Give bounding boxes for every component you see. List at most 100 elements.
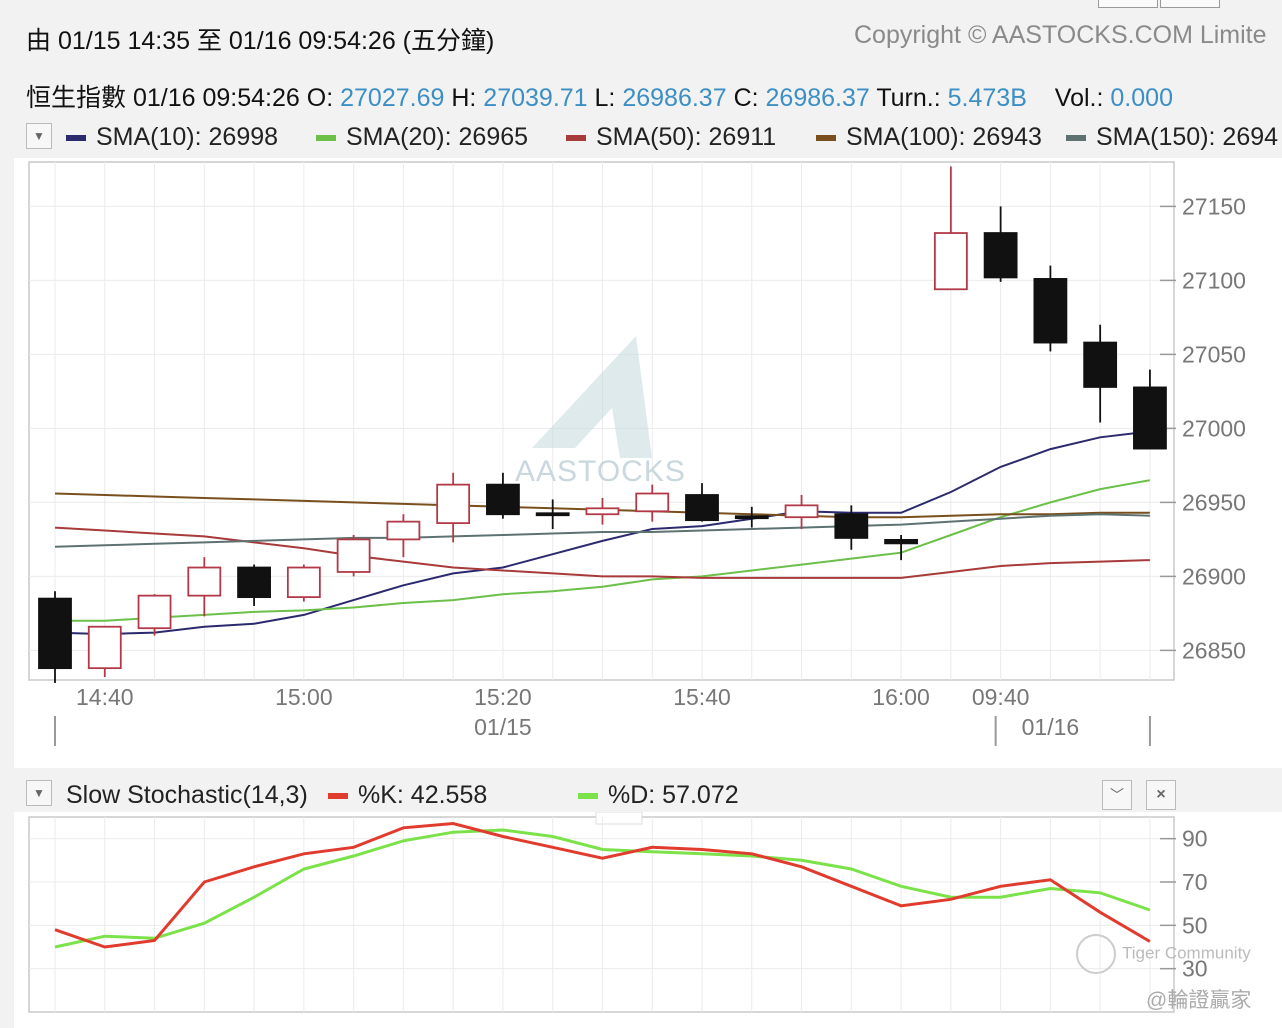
sma50-swatch <box>566 135 586 142</box>
candle-body <box>834 513 869 539</box>
sma150-legend: SMA(150): 2694 <box>1066 123 1282 152</box>
date-range-label: 由 01/15 14:35 至 01/16 09:54:26 (五分鐘) <box>26 27 495 55</box>
author-handle: @輪證贏家 <box>1146 989 1252 1012</box>
top-button-left[interactable] <box>1098 0 1158 8</box>
candle <box>834 505 869 550</box>
candle-body <box>486 483 520 516</box>
index-name: 恒生指數 <box>26 84 127 112</box>
candle <box>585 497 620 525</box>
candle <box>87 625 122 678</box>
candle-body <box>1133 386 1167 450</box>
sma50-legend: SMA(50): 26911 <box>566 123 776 152</box>
candle-body <box>286 566 321 599</box>
candle <box>237 564 271 606</box>
stochastic-title: Slow Stochastic(14,3) <box>66 781 308 809</box>
candle-body <box>734 515 769 520</box>
candle <box>137 594 172 636</box>
top-button-right[interactable] <box>1160 0 1220 8</box>
close-stochastic-button[interactable]: × <box>1146 780 1176 810</box>
watermark-mark <box>532 336 652 458</box>
candle-body <box>87 625 122 670</box>
d-line <box>54 828 1151 949</box>
quote-timestamp: 01/16 09:54:26 <box>132 84 300 112</box>
candle-body <box>1033 278 1068 344</box>
y-tick-label: 26900 <box>1182 563 1246 589</box>
candle <box>983 206 1018 282</box>
watermark-text: AASTOCKS <box>515 455 686 488</box>
candle <box>933 166 968 291</box>
date-label: 01/16 <box>1022 714 1080 740</box>
y-tick-label: 26950 <box>1182 489 1246 515</box>
low-value: 26986.37 <box>622 84 727 112</box>
k-legend-label: %K: 42.558 <box>358 781 488 809</box>
candle <box>486 472 520 519</box>
tiger-community-text: Tiger Community <box>1122 943 1251 963</box>
candle <box>1083 324 1118 423</box>
x-tick-label: 15:00 <box>275 684 333 710</box>
candle <box>884 534 918 561</box>
sma10-legend: SMA(10): 26998 <box>66 123 278 152</box>
x-tick-label: 14:40 <box>76 684 134 710</box>
sma150-swatch <box>1066 135 1086 142</box>
sma-line-sma10 <box>54 430 1151 636</box>
y-tick-label: 27050 <box>1182 341 1246 367</box>
y-tick-label: 27000 <box>1182 415 1246 441</box>
stochastic-dropdown-button[interactable]: ▼ <box>26 780 52 806</box>
collapse-stochastic-button[interactable]: ﹀ <box>1102 780 1132 810</box>
ohlc-line: 恒生指數 01/16 09:54:26 O: 27027.69 H: 27039… <box>26 78 1173 114</box>
candle-body <box>386 520 421 541</box>
close-value: 26986.37 <box>765 84 870 112</box>
candle-body <box>685 494 719 522</box>
sma150-legend-label: SMA(150): 2694 <box>1096 123 1279 151</box>
candle-body <box>187 566 222 597</box>
stoch-y-tick-label: 70 <box>1182 869 1208 895</box>
panel-resize-handle <box>595 812 643 825</box>
stochastic-chart[interactable]: 30 50 70 90 <box>0 812 1282 1028</box>
volume-value: 0.000 <box>1110 84 1173 112</box>
open-label: O: <box>306 84 334 112</box>
high-label: H: <box>451 84 477 112</box>
sma100-legend-label: SMA(100): 26943 <box>846 123 1042 151</box>
candle <box>336 534 371 577</box>
copyright-text: Copyright © AASTOCKS.COM Limite <box>854 21 1267 49</box>
candle-body <box>336 538 371 573</box>
sma10-legend-label: SMA(10): 26998 <box>96 123 279 151</box>
sma10-swatch <box>66 135 86 142</box>
sma-line-sma150 <box>54 513 1150 548</box>
k-swatch <box>328 793 348 800</box>
candle-body <box>784 504 819 519</box>
tiger-logo-icon <box>1076 934 1116 974</box>
date-label: 01/15 <box>474 714 532 740</box>
candle-body <box>535 512 570 517</box>
candle-body <box>1083 341 1118 388</box>
high-value: 27039.71 <box>483 84 588 112</box>
candle <box>1133 369 1167 450</box>
candle <box>1033 265 1068 352</box>
close-label: C: <box>733 84 759 112</box>
candle <box>436 472 471 543</box>
low-label: L: <box>594 84 616 112</box>
candle <box>784 495 819 530</box>
candle-body <box>635 492 670 513</box>
stoch-y-tick-label: 30 <box>1182 956 1208 982</box>
turnover-value: 5.473B <box>947 84 1027 112</box>
d-legend-label: %D: 57.072 <box>608 781 739 809</box>
sma100-legend: SMA(100): 26943 <box>816 123 1042 152</box>
price-chart[interactable]: 26850 26900 26950 27000 27050 27100 27150 AASTO… <box>0 158 1282 768</box>
x-tick-label: 09:40 <box>972 684 1030 710</box>
turnover-label: Turn.: <box>876 84 941 112</box>
open-value: 27027.69 <box>340 84 445 112</box>
sma100-swatch <box>816 135 836 142</box>
sma50-legend-label: SMA(50): 26911 <box>596 123 777 151</box>
main-chart-dropdown-button[interactable]: ▼ <box>26 123 52 149</box>
x-tick-label: 15:20 <box>474 684 532 710</box>
sma20-swatch <box>316 135 336 142</box>
candle-body <box>237 566 271 599</box>
candle-body <box>137 594 172 630</box>
candle-body <box>585 507 620 516</box>
x-tick-label: 16:00 <box>872 684 930 710</box>
y-tick-label: 27100 <box>1182 267 1246 293</box>
x-tick-label: 15:40 <box>673 684 731 710</box>
candle <box>685 483 719 522</box>
candle <box>635 484 670 522</box>
